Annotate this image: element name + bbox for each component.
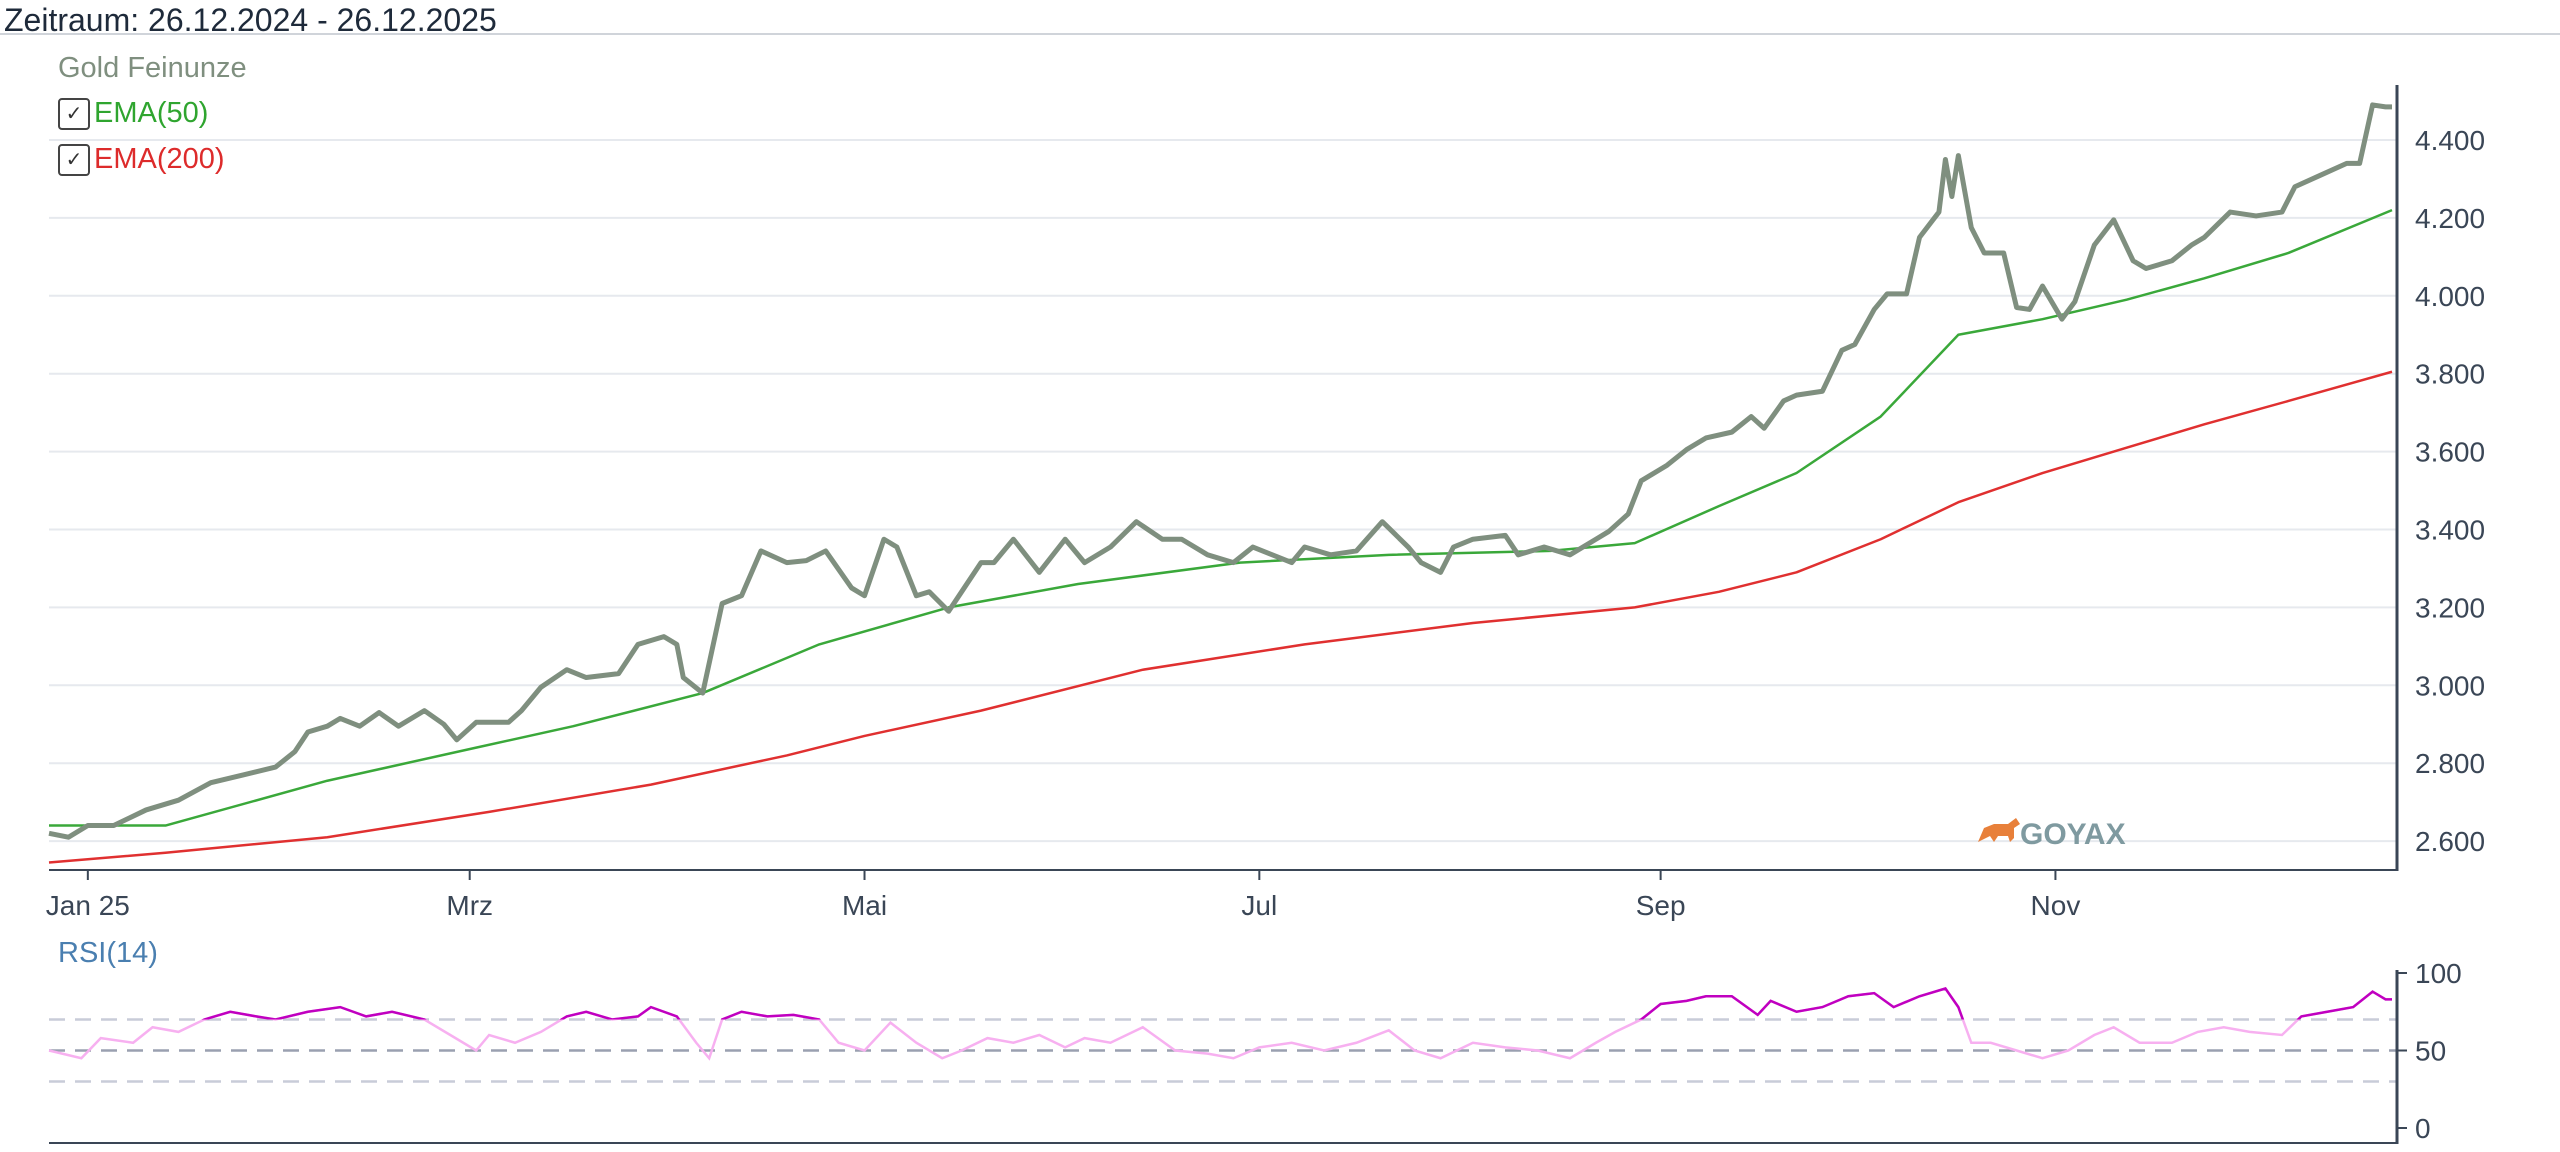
y-tick-label: 3.400 <box>2415 515 2485 546</box>
y-tick-label: 3.600 <box>2415 437 2485 468</box>
y-tick-label: 2.600 <box>2415 826 2485 857</box>
ema50-checkbox[interactable]: ✓ <box>58 98 90 131</box>
rsi-line <box>48 987 2392 1061</box>
rsi-overbought-line <box>201 987 2392 1020</box>
ema50-line <box>49 208 2393 827</box>
bull-icon <box>1978 818 2020 842</box>
y-tick-label: 3.800 <box>2415 359 2485 390</box>
legend-ema200[interactable]: ✓ EMA(200) <box>58 143 225 177</box>
y-tick-label: 3.000 <box>2415 670 2485 701</box>
ema200-label: EMA(200) <box>94 143 225 175</box>
x-tick-label: Jul <box>1241 890 1277 921</box>
goyax-logo: GOYAX <box>1978 818 2126 851</box>
rsi-label: RSI(14) <box>58 937 158 969</box>
x-tick-label: Nov <box>2031 890 2081 921</box>
y-tick-label: 4.400 <box>2415 125 2485 156</box>
rsi-tick-label: 100 <box>2415 958 2462 989</box>
x-tick-label: Sep <box>1636 890 1686 921</box>
period-title: Zeitraum: 26.12.2024 - 26.12.2025 <box>4 2 497 38</box>
x-tick-label: Jan 25 <box>46 890 130 921</box>
ema200-line <box>48 370 2393 864</box>
legend-gold: Gold Feinunze <box>58 52 247 84</box>
x-tick-label: Mrz <box>446 890 493 921</box>
rsi-tick-label: 50 <box>2415 1036 2446 1067</box>
logo-text: GOYAX <box>2020 818 2126 851</box>
legend-ema50[interactable]: ✓ EMA(50) <box>58 97 209 131</box>
gold-price-line <box>48 102 2392 840</box>
y-tick-label: 4.000 <box>2415 281 2485 312</box>
x-tick-label: Mai <box>842 890 887 921</box>
header-divider <box>0 33 2560 35</box>
ema50-label: EMA(50) <box>94 97 209 129</box>
rsi-tick-label: 0 <box>2415 1113 2431 1144</box>
y-tick-label: 4.200 <box>2415 203 2485 234</box>
y-tick-label: 2.800 <box>2415 748 2485 779</box>
y-tick-label: 3.200 <box>2415 592 2485 623</box>
ema200-checkbox[interactable]: ✓ <box>58 144 90 177</box>
